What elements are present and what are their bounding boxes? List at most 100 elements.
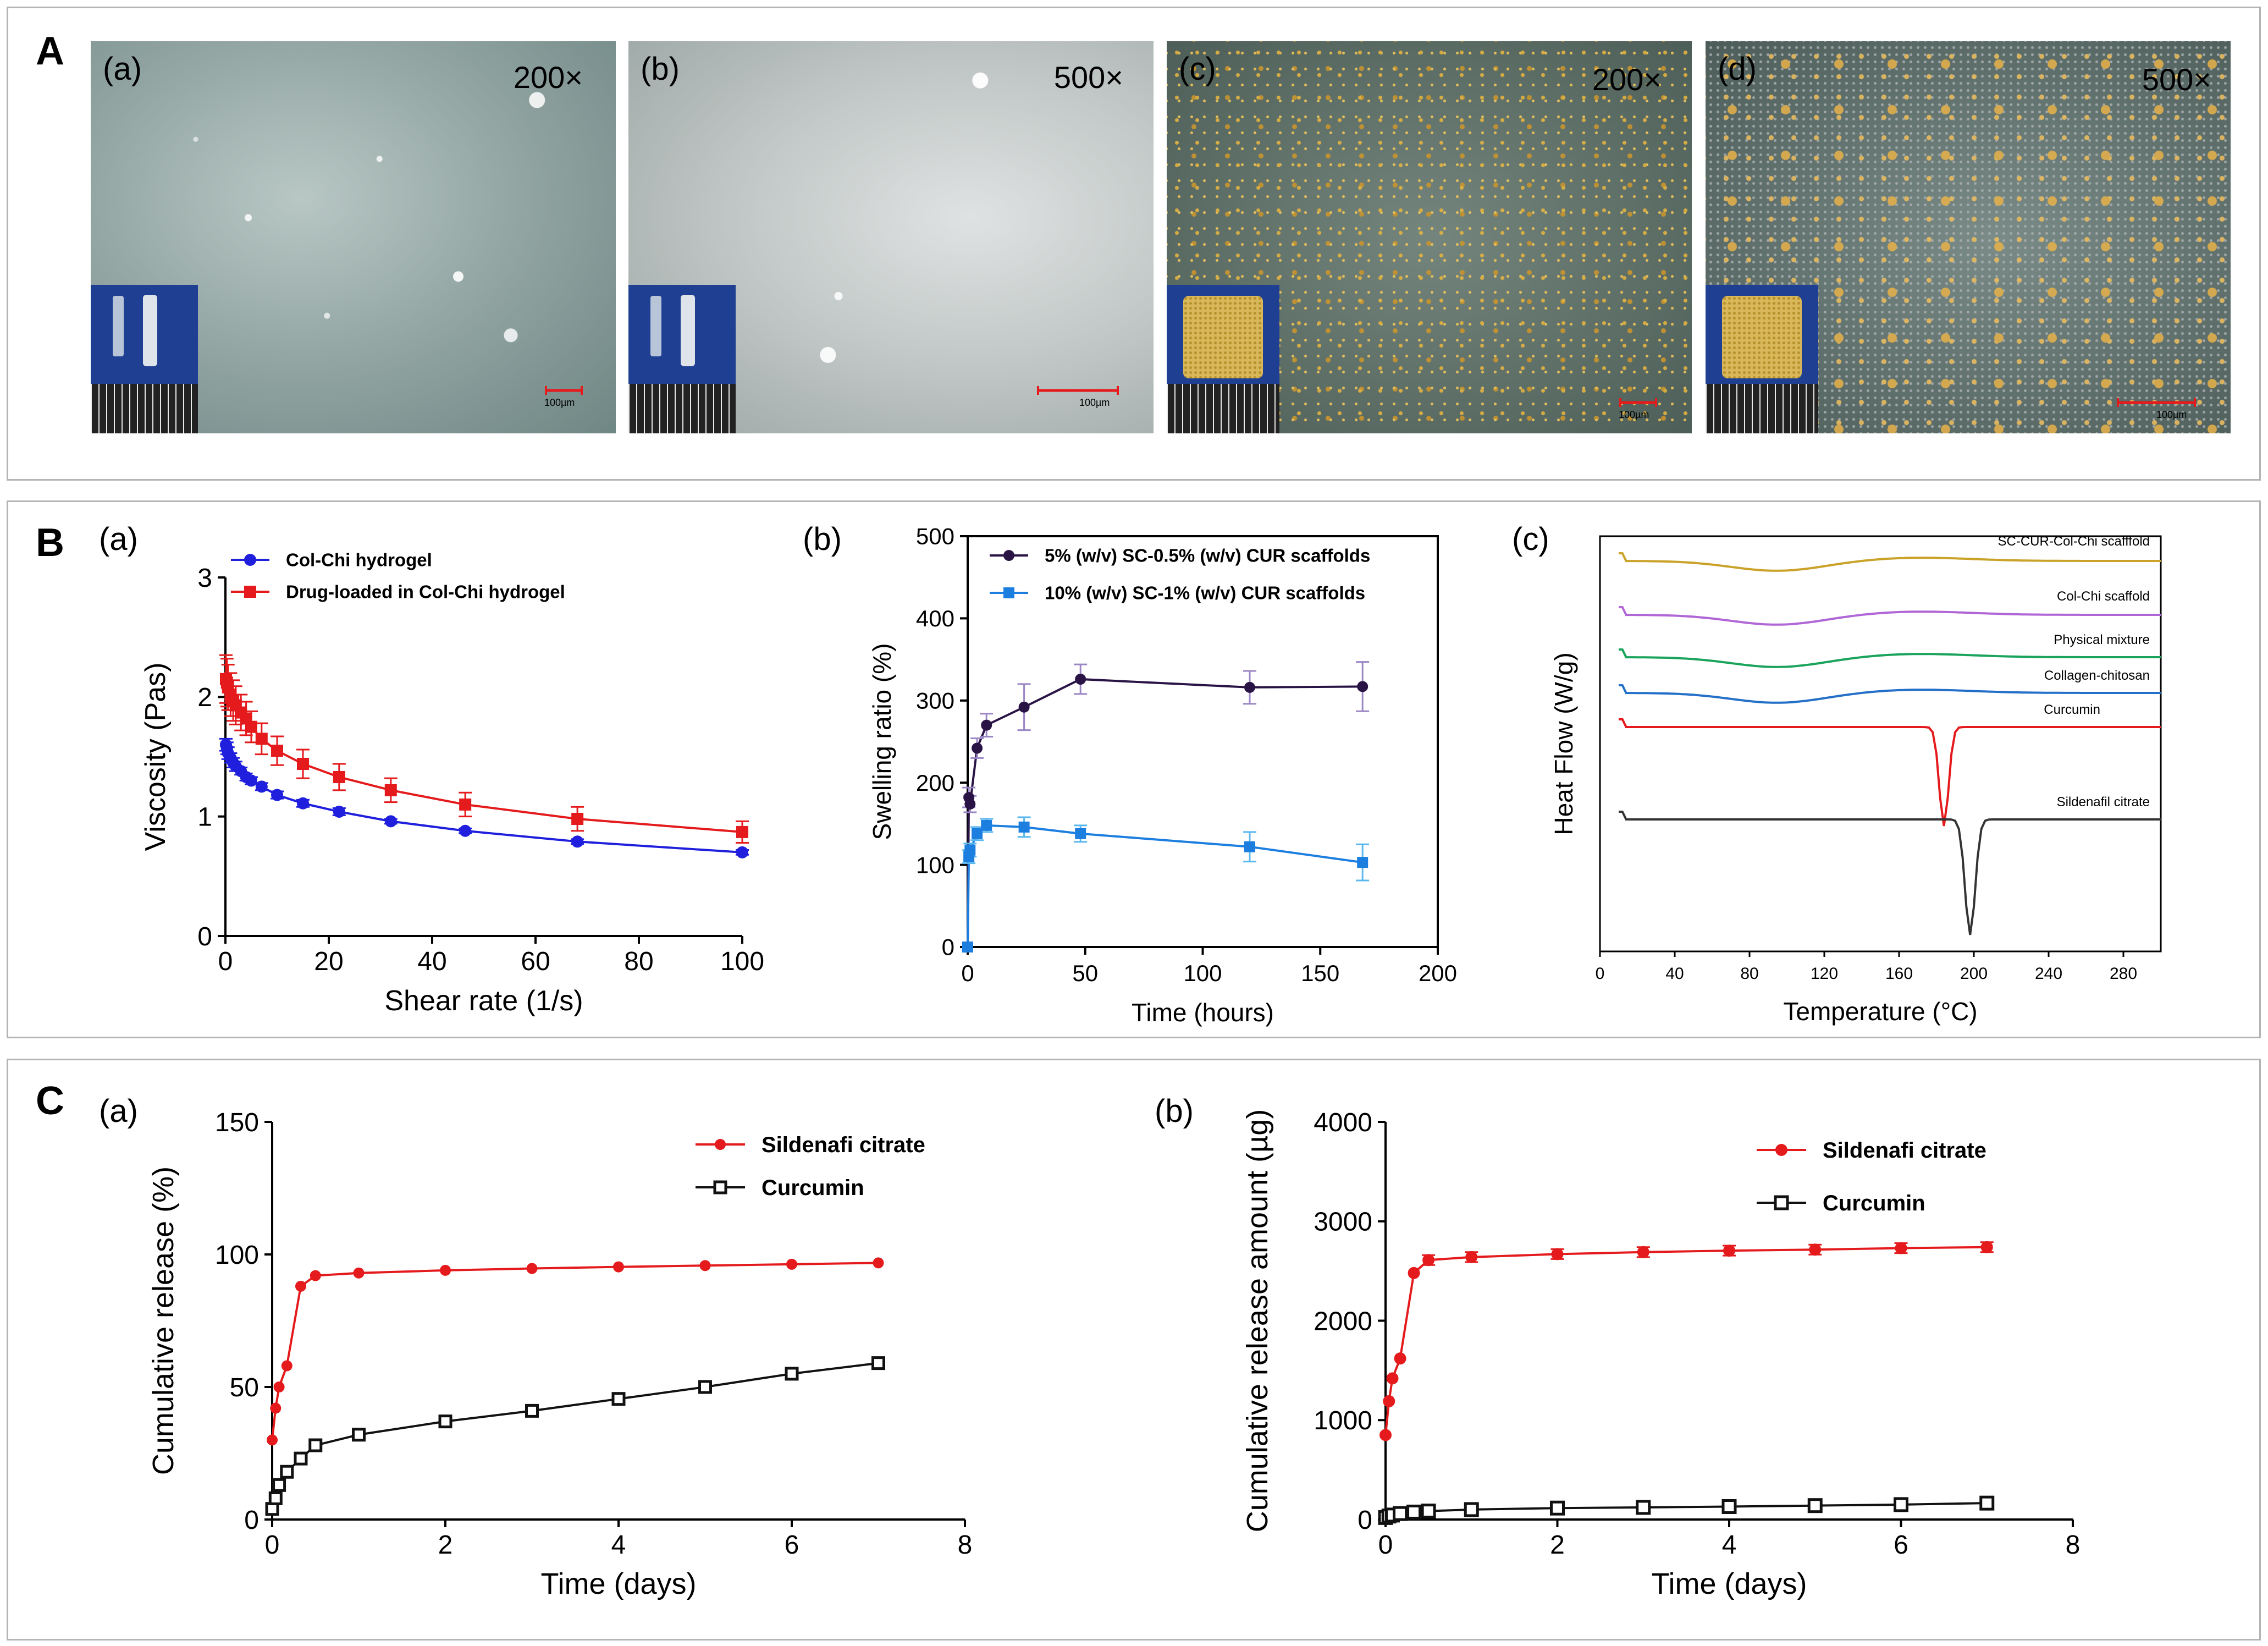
legend-label: 5% (w/v) SC-0.5% (w/v) CUR scaffolds <box>1045 546 1370 566</box>
specimen-inset <box>628 285 736 433</box>
specimen-block <box>1183 296 1263 378</box>
y-tick-label: 0 <box>942 934 954 960</box>
curve-label: Physical mixture <box>2054 632 2150 647</box>
data-point <box>268 1491 283 1505</box>
x-tick-label: 0 <box>218 947 233 976</box>
data-point <box>1383 1395 1395 1407</box>
y-axis-label: Heat Flow (W/g) <box>1549 652 1578 835</box>
x-tick-label: 4 <box>1722 1531 1737 1560</box>
release-amount-chart: (b) 0 2 4 6 8 0 1000 2000 3000 4000 Time (days) Cumu… <box>1155 1093 2081 1600</box>
swelling-chart: (b) 0 50 100 150 200 0 100 200 300 400 500 Time (hou… <box>803 521 1457 1027</box>
data-point <box>1393 1506 1408 1521</box>
x-tick-label: 200 <box>1960 965 1988 983</box>
data-point <box>1357 857 1368 868</box>
x-axis-label: Time (hours) <box>1132 998 1274 1027</box>
scale-bar: 100µm <box>544 386 583 408</box>
data-point <box>526 1263 538 1274</box>
data-point <box>271 745 283 757</box>
legend-label: Col-Chi hydrogel <box>286 550 432 570</box>
x-tick-label: 120 <box>1811 965 1838 983</box>
data-point <box>1421 1504 1436 1519</box>
specimen-inset <box>1706 285 1818 433</box>
y-axis-label: Viscosity (Pas) <box>140 663 172 851</box>
x-axis-label: Time (days) <box>540 1567 696 1600</box>
specimen-clip <box>113 296 124 356</box>
y-tick-label: 100 <box>215 1241 259 1270</box>
data-point <box>1464 1502 1479 1517</box>
y-tick-label: 3 <box>197 564 212 593</box>
y-tick-label: 0 <box>1358 1506 1372 1535</box>
x-tick-label: 80 <box>624 947 653 976</box>
x-tick-label: 100 <box>1183 960 1222 986</box>
dsc-curve <box>1618 606 2161 626</box>
ruler <box>1706 384 1818 433</box>
data-point <box>353 1267 365 1279</box>
scale-bar-label: 100µm <box>1079 397 1110 408</box>
data-point <box>384 784 397 796</box>
series-line <box>271 1262 879 1440</box>
y-tick-label: 4000 <box>1314 1108 1372 1137</box>
curve-label: Curcumin <box>2044 702 2100 717</box>
legend-marker <box>244 554 256 566</box>
x-tick-label: 20 <box>314 947 343 976</box>
plot-frame <box>1599 535 2162 953</box>
photo-sublabel: (c) <box>1179 51 1216 87</box>
data-point <box>273 1381 285 1392</box>
x-axis-label: Temperature (°C) <box>1783 997 1977 1026</box>
x-axis-label: Shear rate (1/s) <box>384 985 583 1017</box>
specimen-block <box>1722 296 1802 378</box>
y-axis-label: Cumulative release (%) <box>147 1166 180 1475</box>
data-point <box>736 846 748 858</box>
data-point <box>1721 1499 1737 1515</box>
dsc-curve <box>1619 718 2161 827</box>
data-point <box>1895 1242 1907 1254</box>
data-point <box>271 789 283 801</box>
legend-marker <box>1774 1195 1789 1210</box>
data-point <box>785 1367 799 1381</box>
specimen-inset <box>1167 285 1279 433</box>
data-point <box>964 799 976 810</box>
x-tick-label: 40 <box>1665 965 1684 983</box>
y-tick-label: 200 <box>916 770 954 796</box>
x-tick-label: 80 <box>1740 965 1758 983</box>
specimen-strip <box>681 295 695 366</box>
data-point <box>981 719 992 731</box>
data-point <box>333 770 345 783</box>
data-point <box>1379 1429 1392 1441</box>
chart-sublabel: (b) <box>1155 1093 1194 1129</box>
legend-marker <box>715 1139 726 1150</box>
data-point <box>281 1360 293 1372</box>
scale-bar-label: 100µm <box>1619 409 1649 420</box>
specimen-strip <box>143 295 157 366</box>
x-tick-label: 8 <box>2066 1531 2081 1560</box>
data-point <box>1636 1500 1651 1515</box>
data-point <box>308 1438 323 1452</box>
series-line <box>967 824 1363 948</box>
legend-marker <box>1775 1144 1787 1156</box>
x-tick-label: 200 <box>1419 960 1457 986</box>
scale-bar-label: 100µm <box>544 397 575 408</box>
panel-b: B <box>7 500 2261 1038</box>
legend-label: Sildenafi citrate <box>761 1133 925 1157</box>
data-point <box>964 844 976 856</box>
legend-label: Curcumin <box>1823 1191 1925 1215</box>
data-point <box>525 1403 539 1418</box>
data-point <box>352 1428 366 1442</box>
x-tick-label: 160 <box>1885 965 1913 983</box>
data-point <box>294 1451 308 1466</box>
x-tick-label: 6 <box>1894 1531 1908 1560</box>
data-point <box>255 733 268 745</box>
curve-label: Collagen-chitosan <box>2044 668 2150 683</box>
data-point <box>962 942 973 953</box>
data-point <box>1075 673 1086 685</box>
data-point <box>459 798 472 811</box>
data-point <box>1394 1352 1406 1365</box>
data-point <box>280 1465 294 1479</box>
panel-c: C <box>7 1059 2261 1641</box>
chart-sublabel: (a) <box>99 521 138 557</box>
y-axis-label: Cumulative release amount (µg) <box>1241 1109 1274 1532</box>
x-tick-label: 8 <box>958 1531 973 1560</box>
data-point <box>786 1258 797 1270</box>
y-tick-label: 3000 <box>1314 1208 1372 1237</box>
y-tick-label: 500 <box>916 524 954 549</box>
